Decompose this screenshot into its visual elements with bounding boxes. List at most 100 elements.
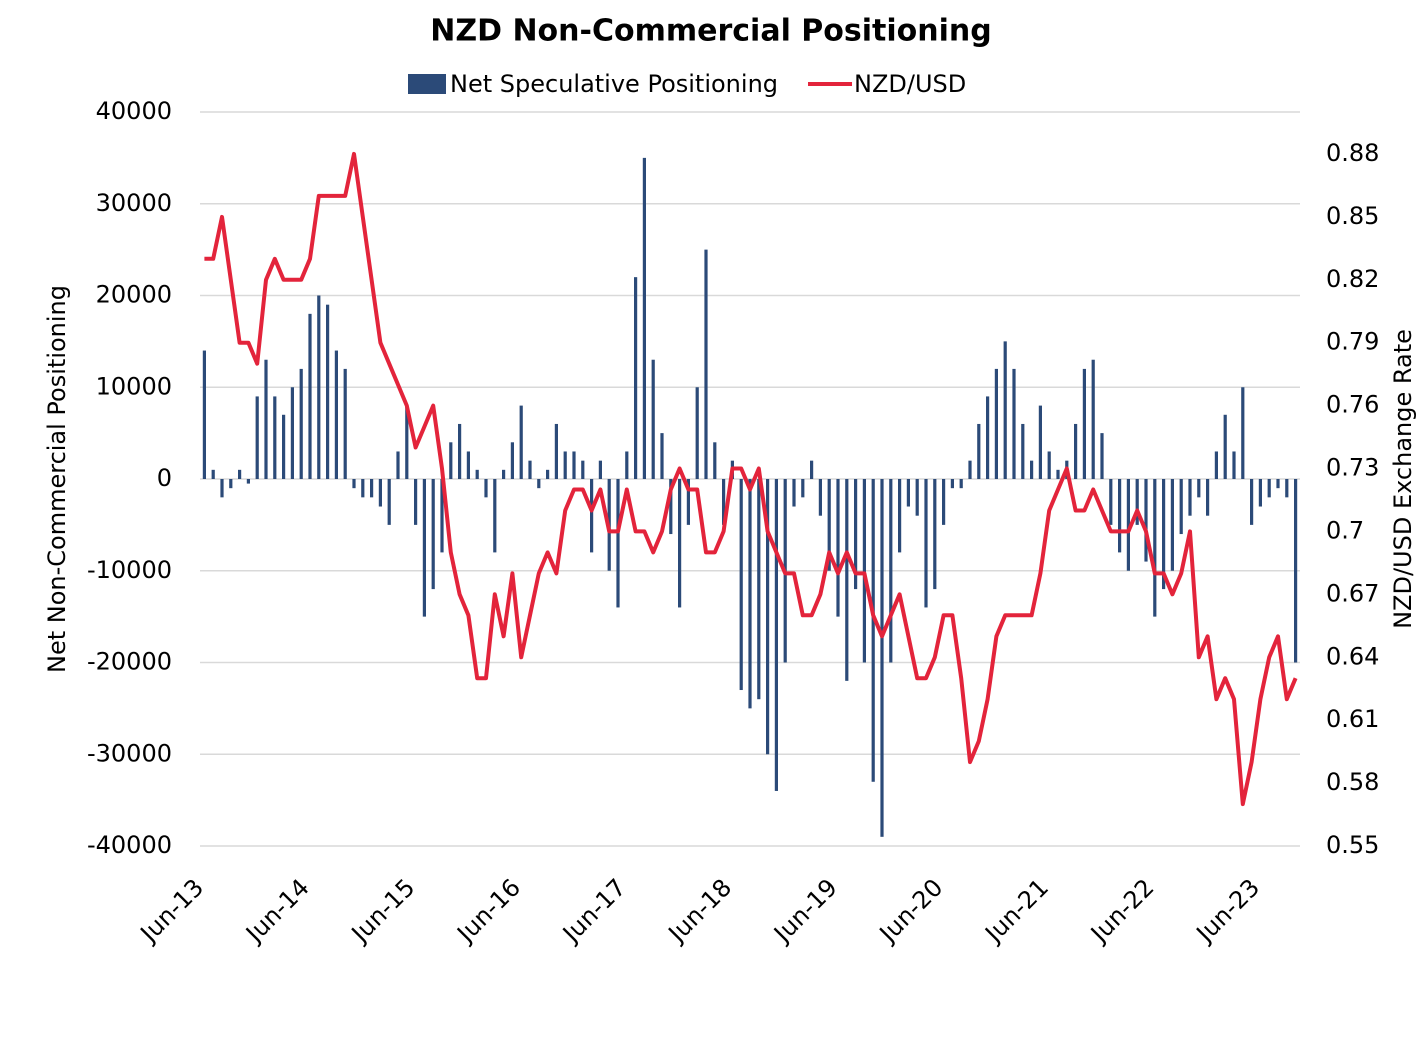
bar xyxy=(1197,479,1201,498)
bar xyxy=(757,479,761,700)
bar xyxy=(642,157,646,479)
bar xyxy=(1285,479,1289,498)
bar xyxy=(554,423,558,479)
bar xyxy=(528,460,532,479)
bar xyxy=(977,423,981,479)
bar xyxy=(766,479,770,755)
bar xyxy=(466,451,470,479)
bar xyxy=(458,423,462,479)
bar xyxy=(1170,479,1174,571)
x-tick-label: Jun-19 xyxy=(767,873,842,948)
x-tick-label: Jun-16 xyxy=(451,873,526,948)
bar xyxy=(1206,479,1210,516)
bar xyxy=(810,460,814,479)
x-tick-label: Jun-13 xyxy=(134,873,209,948)
bar xyxy=(924,479,928,608)
bar xyxy=(1126,479,1130,571)
bar xyxy=(959,479,963,489)
bar xyxy=(1267,479,1271,498)
y-tick-label: 10000 xyxy=(96,372,172,400)
bar xyxy=(933,479,937,590)
chart-title: NZD Non-Commercial Positioning xyxy=(430,14,992,49)
x-tick-label: Jun-23 xyxy=(1190,873,1265,948)
bar xyxy=(537,479,541,489)
bar xyxy=(326,304,330,479)
bar xyxy=(581,460,585,479)
x-tick-label: Jun-21 xyxy=(979,873,1054,948)
legend: Net Speculative Positioning NZD/USD xyxy=(408,70,966,98)
bar xyxy=(387,479,391,525)
y-tick-label: -40000 xyxy=(87,831,172,859)
bar xyxy=(1241,387,1245,479)
bar xyxy=(1100,433,1104,479)
y-tick-label: -10000 xyxy=(87,556,172,584)
bar xyxy=(273,396,277,479)
bar xyxy=(634,277,638,479)
bar xyxy=(1091,359,1095,479)
y2-tick-label: 0.58 xyxy=(1326,768,1379,796)
bar xyxy=(818,479,822,516)
bar xyxy=(493,479,497,553)
bar xyxy=(1153,479,1157,617)
bar xyxy=(836,479,840,617)
y2-tick-label: 0.7 xyxy=(1326,516,1364,544)
line xyxy=(204,151,1298,807)
bar xyxy=(299,368,303,479)
bar xyxy=(238,469,242,479)
bar xyxy=(1056,469,1060,479)
bar xyxy=(211,469,215,479)
y2-tick-label: 0.79 xyxy=(1326,328,1379,356)
bar xyxy=(1232,451,1236,479)
bar xyxy=(282,414,286,479)
legend-label: NZD/USD xyxy=(854,70,966,98)
bar xyxy=(229,479,233,489)
y2-tick-label: 0.73 xyxy=(1326,454,1379,482)
bar xyxy=(519,405,523,479)
bar xyxy=(942,479,946,525)
bar xyxy=(502,469,506,479)
bar xyxy=(713,442,717,479)
bar xyxy=(915,479,919,516)
bar xyxy=(669,479,673,535)
y-tick-label: 0 xyxy=(157,464,172,492)
y2-tick-label: 0.64 xyxy=(1326,642,1379,670)
bar xyxy=(739,479,743,691)
bar xyxy=(1294,479,1298,663)
bar xyxy=(1047,451,1051,479)
bar xyxy=(1118,479,1122,553)
bar xyxy=(1214,451,1218,479)
bar xyxy=(1188,479,1192,516)
bar xyxy=(202,350,206,479)
bar xyxy=(396,451,400,479)
bar xyxy=(1021,423,1025,479)
y-tick-label: -20000 xyxy=(87,648,172,676)
bar xyxy=(361,479,365,498)
x-tick-label: Jun-18 xyxy=(662,873,737,948)
bar xyxy=(1109,479,1113,525)
bar xyxy=(1179,479,1183,535)
bar xyxy=(246,479,250,484)
bar xyxy=(686,479,690,525)
bar xyxy=(1144,479,1148,562)
bar xyxy=(845,479,849,681)
bar xyxy=(678,479,682,608)
bar xyxy=(994,368,998,479)
bar xyxy=(651,359,655,479)
legend-swatch xyxy=(408,74,446,94)
bar xyxy=(290,387,294,479)
bar xyxy=(801,479,805,498)
bar xyxy=(827,479,831,571)
bar xyxy=(695,387,699,479)
bar xyxy=(880,479,884,837)
bar xyxy=(1135,479,1139,525)
bar xyxy=(871,479,875,782)
y2-tick-label: 0.67 xyxy=(1326,579,1379,607)
bar xyxy=(1038,405,1042,479)
bar xyxy=(343,368,347,479)
y2-tick-label: 0.85 xyxy=(1326,202,1379,230)
bar xyxy=(898,479,902,553)
bar xyxy=(1258,479,1262,507)
legend-label: Net Speculative Positioning xyxy=(450,70,778,98)
